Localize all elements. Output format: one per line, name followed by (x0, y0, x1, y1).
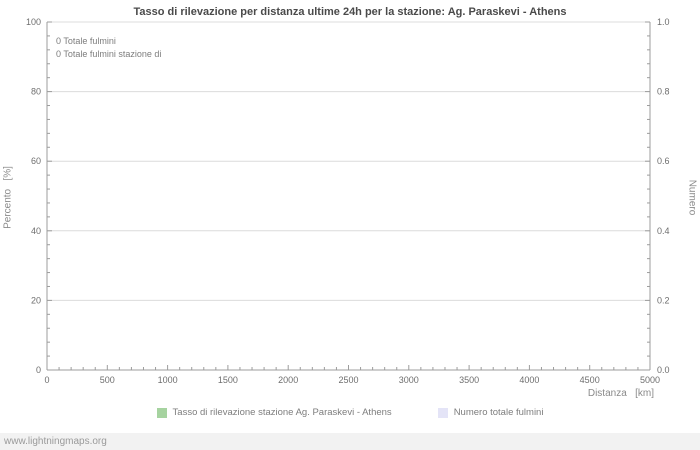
x-tick-label: 4000 (519, 375, 539, 385)
y-left-tick-label: 100 (26, 17, 41, 27)
x-tick-label: 0 (44, 375, 49, 385)
y-left-tick-label: 40 (31, 226, 41, 236)
legend-label-total-lightning: Numero totale fulmini (453, 407, 544, 418)
x-axis-label: Distanza [km] (587, 388, 654, 399)
x-tick-label: 1000 (158, 375, 178, 385)
x-tick-label: 3500 (459, 375, 479, 385)
legend: Tasso di rilevazione stazione Ag. Parask… (0, 407, 700, 418)
legend-item-detection-rate: Tasso di rilevazione stazione Ag. Parask… (156, 407, 392, 418)
x-tick-label: 5000 (640, 375, 660, 385)
y-right-tick-label: 1.0 (657, 17, 670, 27)
y-left-tick-label: 20 (31, 295, 41, 305)
footer-bar (0, 433, 700, 450)
legend-swatch-total-lightning (437, 407, 448, 418)
y-right-tick-label: 0.6 (657, 156, 670, 166)
legend-label-detection-rate: Tasso di rilevazione stazione Ag. Parask… (172, 407, 392, 418)
x-tick-label: 3000 (399, 375, 419, 385)
annotation-total-lightning: 0 Totale fulmini (56, 36, 116, 46)
watermark: www.lightningmaps.org (4, 436, 107, 447)
x-tick-label: 4500 (580, 375, 600, 385)
x-tick-label: 2500 (338, 375, 358, 385)
y-left-tick-label: 0 (36, 365, 41, 375)
y-right-tick-label: 0.4 (657, 226, 670, 236)
x-tick-label: 2000 (278, 375, 298, 385)
legend-swatch-detection-rate (156, 407, 167, 418)
y-right-tick-label: 0.0 (657, 365, 670, 375)
chart-title: Tasso di rilevazione per distanza ultime… (133, 6, 567, 18)
y-right-tick-label: 0.8 (657, 87, 670, 97)
y-left-tick-label: 60 (31, 156, 41, 166)
y-left-tick-label: 80 (31, 87, 41, 97)
x-tick-label: 1500 (218, 375, 238, 385)
x-tick-label: 500 (100, 375, 115, 385)
annotation-total-lightning-station: 0 Totale fulmini stazione di (56, 49, 162, 59)
legend-item-total-lightning: Numero totale fulmini (437, 407, 544, 418)
y-right-tick-label: 0.2 (657, 295, 670, 305)
